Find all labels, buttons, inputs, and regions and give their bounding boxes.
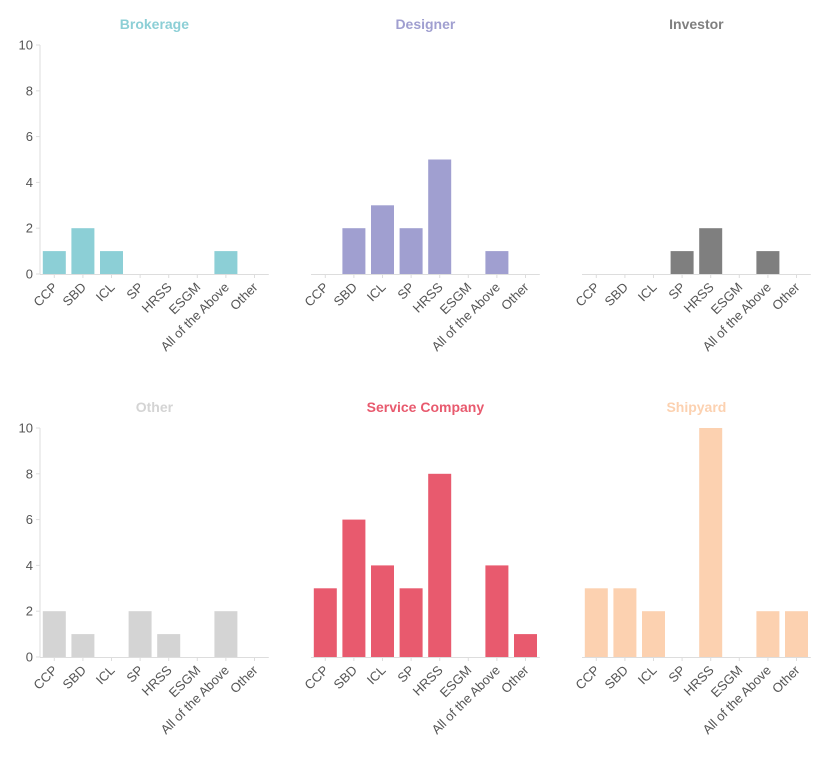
x-tick-label: SBD — [602, 663, 632, 693]
x-tick-label: ICL — [364, 280, 389, 305]
x-tick-label: ICL — [364, 663, 389, 688]
x-tick-label: CCP — [572, 663, 602, 693]
bar — [42, 611, 66, 657]
x-tick-label: SBD — [331, 663, 361, 693]
y-tick-label: 10 — [19, 421, 33, 436]
bar — [584, 588, 608, 657]
x-tick-label: CCP — [572, 280, 602, 310]
y-tick-label: 2 — [26, 221, 33, 236]
chart-title: Other — [136, 399, 174, 415]
x-tick-label: Other — [498, 662, 532, 696]
x-tick-label: SP — [665, 280, 688, 303]
bar — [428, 159, 452, 274]
x-tick-label: CCP — [30, 280, 60, 310]
bar — [485, 565, 509, 657]
x-tick-label: Other — [769, 662, 803, 696]
y-tick-label: 8 — [26, 466, 33, 481]
x-tick-label: Other — [227, 662, 261, 696]
x-tick-label: SP — [665, 663, 688, 686]
bar — [699, 428, 723, 657]
bar — [371, 205, 394, 274]
chart-title: Designer — [395, 16, 455, 32]
bar — [642, 611, 665, 657]
x-tick-label: SP — [123, 280, 146, 303]
chart-title: Brokerage — [120, 16, 189, 32]
x-tick-label: ICL — [635, 280, 660, 305]
x-tick-label: SBD — [602, 280, 632, 310]
x-tick-label: Other — [769, 279, 803, 313]
bar — [42, 251, 66, 274]
bar — [128, 611, 152, 657]
x-tick-label: Other — [227, 279, 261, 313]
x-tick-label: CCP — [30, 663, 60, 693]
chart-title: Service Company — [367, 399, 485, 415]
bar — [371, 565, 394, 657]
x-tick-label: SBD — [60, 280, 90, 310]
bar — [71, 634, 95, 657]
x-tick-label: SP — [394, 280, 417, 303]
x-tick-label: ICL — [93, 663, 118, 688]
x-tick-label: ICL — [635, 663, 660, 688]
y-tick-label: 2 — [26, 604, 33, 619]
y-tick-label: 6 — [26, 129, 33, 144]
x-tick-label: Other — [498, 279, 532, 313]
bar — [157, 634, 181, 657]
bar — [342, 228, 366, 274]
bar — [71, 228, 95, 274]
chart-title: Shipyard — [666, 399, 726, 415]
y-tick-label: 0 — [26, 650, 33, 665]
bar — [613, 588, 637, 657]
bar — [313, 588, 337, 657]
x-tick-label: SP — [394, 663, 417, 686]
bar — [342, 519, 366, 657]
x-tick-label: SBD — [60, 663, 90, 693]
x-tick-label: SP — [123, 663, 146, 686]
bar — [428, 473, 452, 657]
y-tick-label: 6 — [26, 512, 33, 527]
bar — [214, 611, 238, 657]
y-tick-label: 8 — [26, 83, 33, 98]
x-tick-label: CCP — [301, 280, 331, 310]
bar — [756, 251, 780, 274]
bar — [399, 228, 423, 274]
y-tick-label: 10 — [19, 38, 33, 53]
bar — [514, 634, 537, 657]
x-tick-label: CCP — [301, 663, 331, 693]
bar — [699, 228, 723, 274]
y-tick-label: 4 — [26, 558, 33, 573]
bar — [785, 611, 808, 657]
bar — [100, 251, 123, 274]
bar — [214, 251, 238, 274]
y-tick-label: 4 — [26, 175, 33, 190]
bar — [399, 588, 423, 657]
bar — [485, 251, 509, 274]
chart-title: Investor — [669, 16, 724, 32]
y-tick-label: 0 — [26, 267, 33, 282]
bar — [756, 611, 780, 657]
x-tick-label: SBD — [331, 280, 361, 310]
x-tick-label: ICL — [93, 280, 118, 305]
bar — [670, 251, 694, 274]
